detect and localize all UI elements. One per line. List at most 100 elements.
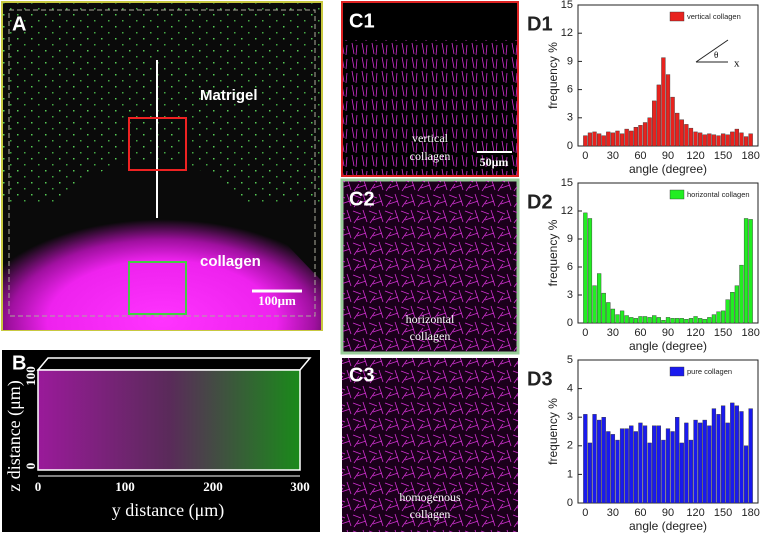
bar <box>615 130 620 147</box>
x-tick-label: 30 <box>607 150 619 162</box>
tick-label: 100 <box>23 366 38 386</box>
x-tick-label: 0 <box>582 150 588 162</box>
x-tick-label: 30 <box>607 327 619 339</box>
bar <box>743 445 749 504</box>
y-tick-label: 0 <box>567 497 573 509</box>
bar <box>698 132 703 147</box>
y-tick-label: 2 <box>567 440 573 452</box>
bar <box>675 318 680 324</box>
x-tick-label: 180 <box>741 327 759 339</box>
bar <box>629 425 634 504</box>
x-tick-label: 150 <box>714 150 732 162</box>
y-tick-label: 1 <box>567 468 573 480</box>
bar <box>615 314 620 324</box>
bar <box>647 442 652 504</box>
bar <box>730 402 735 504</box>
x-tick-label: 0 <box>582 507 588 519</box>
y-tick-label: 9 <box>567 55 573 67</box>
axis-label: y distance (μm) <box>112 500 225 521</box>
bar <box>624 428 629 504</box>
bar <box>633 318 638 324</box>
bar <box>601 292 606 324</box>
bar <box>652 100 657 147</box>
bar <box>739 264 744 324</box>
bar <box>656 84 661 147</box>
bar <box>743 136 749 147</box>
panel-label: D3 <box>527 368 553 390</box>
bar <box>596 273 602 324</box>
bar <box>688 439 694 504</box>
bar <box>596 419 602 504</box>
y-tick-label: 6 <box>567 261 573 273</box>
bar <box>670 318 675 324</box>
x-tick-label: 60 <box>634 327 646 339</box>
x-tick-label: 150 <box>714 507 732 519</box>
roi-green <box>128 261 187 315</box>
bar <box>688 127 694 147</box>
bar <box>661 439 666 504</box>
bar <box>693 316 698 324</box>
y-tick-label: 6 <box>567 84 573 96</box>
bar <box>720 405 726 504</box>
x-tick-label: 90 <box>662 327 674 339</box>
bar <box>610 434 616 504</box>
bar <box>638 316 643 324</box>
bar <box>679 318 684 324</box>
x-tick-label: 30 <box>607 507 619 519</box>
bar <box>702 419 707 504</box>
bar <box>716 311 721 324</box>
bar <box>684 422 689 504</box>
bar <box>675 112 680 147</box>
frame <box>8 9 316 317</box>
roi-red <box>128 117 187 171</box>
bar <box>606 302 611 324</box>
bar <box>675 417 680 504</box>
inset-line <box>695 39 729 63</box>
y-tick-label: 3 <box>567 411 573 423</box>
panel-c1: C1 vertical collagen 50μm <box>341 1 519 177</box>
bar <box>601 135 606 147</box>
y-tick-label: 3 <box>567 112 573 124</box>
bar <box>592 414 597 504</box>
bar <box>684 319 689 324</box>
bar <box>670 96 675 147</box>
y-tick-label: 0 <box>567 317 573 329</box>
bar <box>711 408 717 504</box>
bar <box>707 133 712 147</box>
tick-label: 0 <box>23 463 38 470</box>
label: Matrigel <box>200 87 258 104</box>
label: collagen <box>410 507 451 521</box>
label: vertical <box>412 131 449 145</box>
bar <box>642 316 648 324</box>
label: collagen <box>410 329 451 343</box>
legend-swatch <box>669 366 685 377</box>
bar <box>647 117 652 147</box>
y-tick-label: 3 <box>567 289 573 301</box>
bar <box>629 317 634 324</box>
y-tick-label: 12 <box>561 27 573 39</box>
bar <box>615 439 620 504</box>
label: collagen <box>410 149 451 163</box>
bar <box>734 285 740 324</box>
axis-label: z distance (μm) <box>4 380 25 492</box>
box-front <box>37 369 301 471</box>
y-tick-label: 0 <box>567 140 573 152</box>
bar <box>592 131 597 147</box>
bar <box>656 317 661 324</box>
bar <box>730 131 735 147</box>
bar <box>633 431 638 504</box>
bar <box>624 128 629 147</box>
bar <box>684 124 689 147</box>
bar <box>610 132 616 147</box>
label: horizontal <box>406 312 455 326</box>
bar <box>665 428 671 504</box>
collagen-region <box>3 160 321 330</box>
bar <box>665 74 671 147</box>
bar <box>716 414 721 504</box>
y-tick-label: 15 <box>561 177 573 189</box>
bar <box>711 134 717 147</box>
x-axis-label: angle (degree) <box>629 339 707 353</box>
bar <box>720 310 726 324</box>
panel-label: C3 <box>349 364 375 386</box>
bar <box>734 405 740 504</box>
